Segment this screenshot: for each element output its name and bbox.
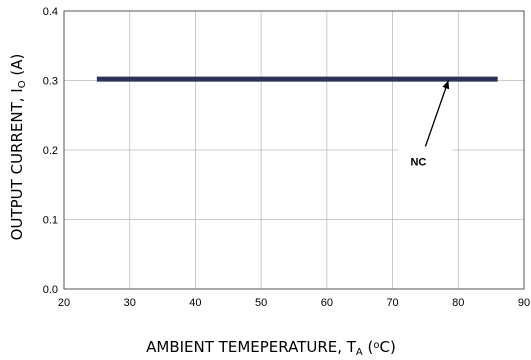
x-tick-label: 90 [518, 297, 530, 309]
x-tick-label: 80 [452, 297, 464, 309]
x-tick-label: 30 [124, 297, 136, 309]
y-tick-label: 0.2 [43, 145, 58, 157]
y-tick-label: 0.0 [43, 284, 58, 296]
y-tick-label: 0.3 [43, 76, 58, 88]
x-tick-label: 20 [58, 297, 70, 309]
y-tick-label: 0.1 [43, 215, 58, 227]
annotation: NC [398, 80, 453, 175]
grid-lines [63, 10, 525, 290]
y-axis-title: OUTPUT CURRENT, IO (A) [8, 54, 28, 241]
x-tick-label: 70 [386, 297, 398, 309]
annotation-label-box [398, 148, 453, 175]
x-axis-title: AMBIENT TEMEPERATURE, TA (oC) [146, 338, 396, 358]
y-tick-label: 0.4 [43, 6, 58, 18]
annotation-arrowhead [442, 80, 450, 90]
plot-area [63, 10, 525, 290]
x-tick-label: 60 [321, 297, 333, 309]
annotation-label: NC [410, 157, 426, 169]
annotation-arrow [424, 80, 450, 147]
tick-labels: 20 30 40 50 60 70 80 90 0.0 0.1 0.2 0.3 0.4 [43, 6, 530, 309]
x-tick-label: 50 [255, 297, 267, 309]
x-tick-label: 40 [189, 297, 201, 309]
